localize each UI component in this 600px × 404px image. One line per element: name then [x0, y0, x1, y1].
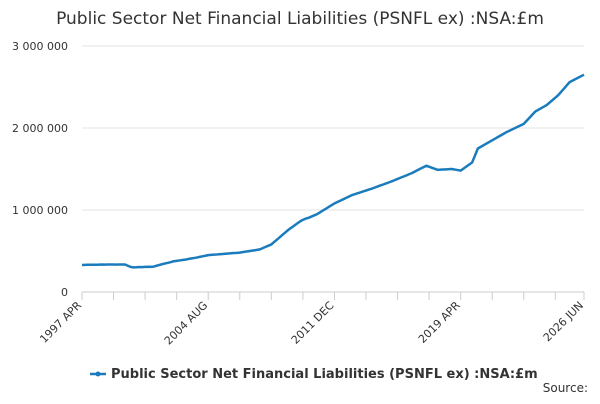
x-tick-label: 2011 DEC: [289, 299, 337, 347]
x-tick-label: 2004 AUG: [162, 299, 211, 348]
legend-label: Public Sector Net Financial Liabilities …: [111, 367, 538, 382]
x-tick-label: 2026 JUN: [541, 299, 586, 344]
y-tick-label: 0: [61, 286, 68, 299]
x-tick-label: 2019 APR: [416, 299, 463, 346]
y-tick-label: 2 000 000: [12, 122, 68, 135]
legend-marker: [95, 371, 101, 377]
x-tick-label: 1997 APR: [37, 299, 84, 346]
y-tick-label: 1 000 000: [12, 204, 68, 217]
line-series: [81, 73, 585, 269]
source: Source:: [543, 381, 588, 395]
y-tick-label: 3 000 000: [12, 40, 68, 53]
chart-title: Public Sector Net Financial Liabilities …: [56, 9, 544, 29]
